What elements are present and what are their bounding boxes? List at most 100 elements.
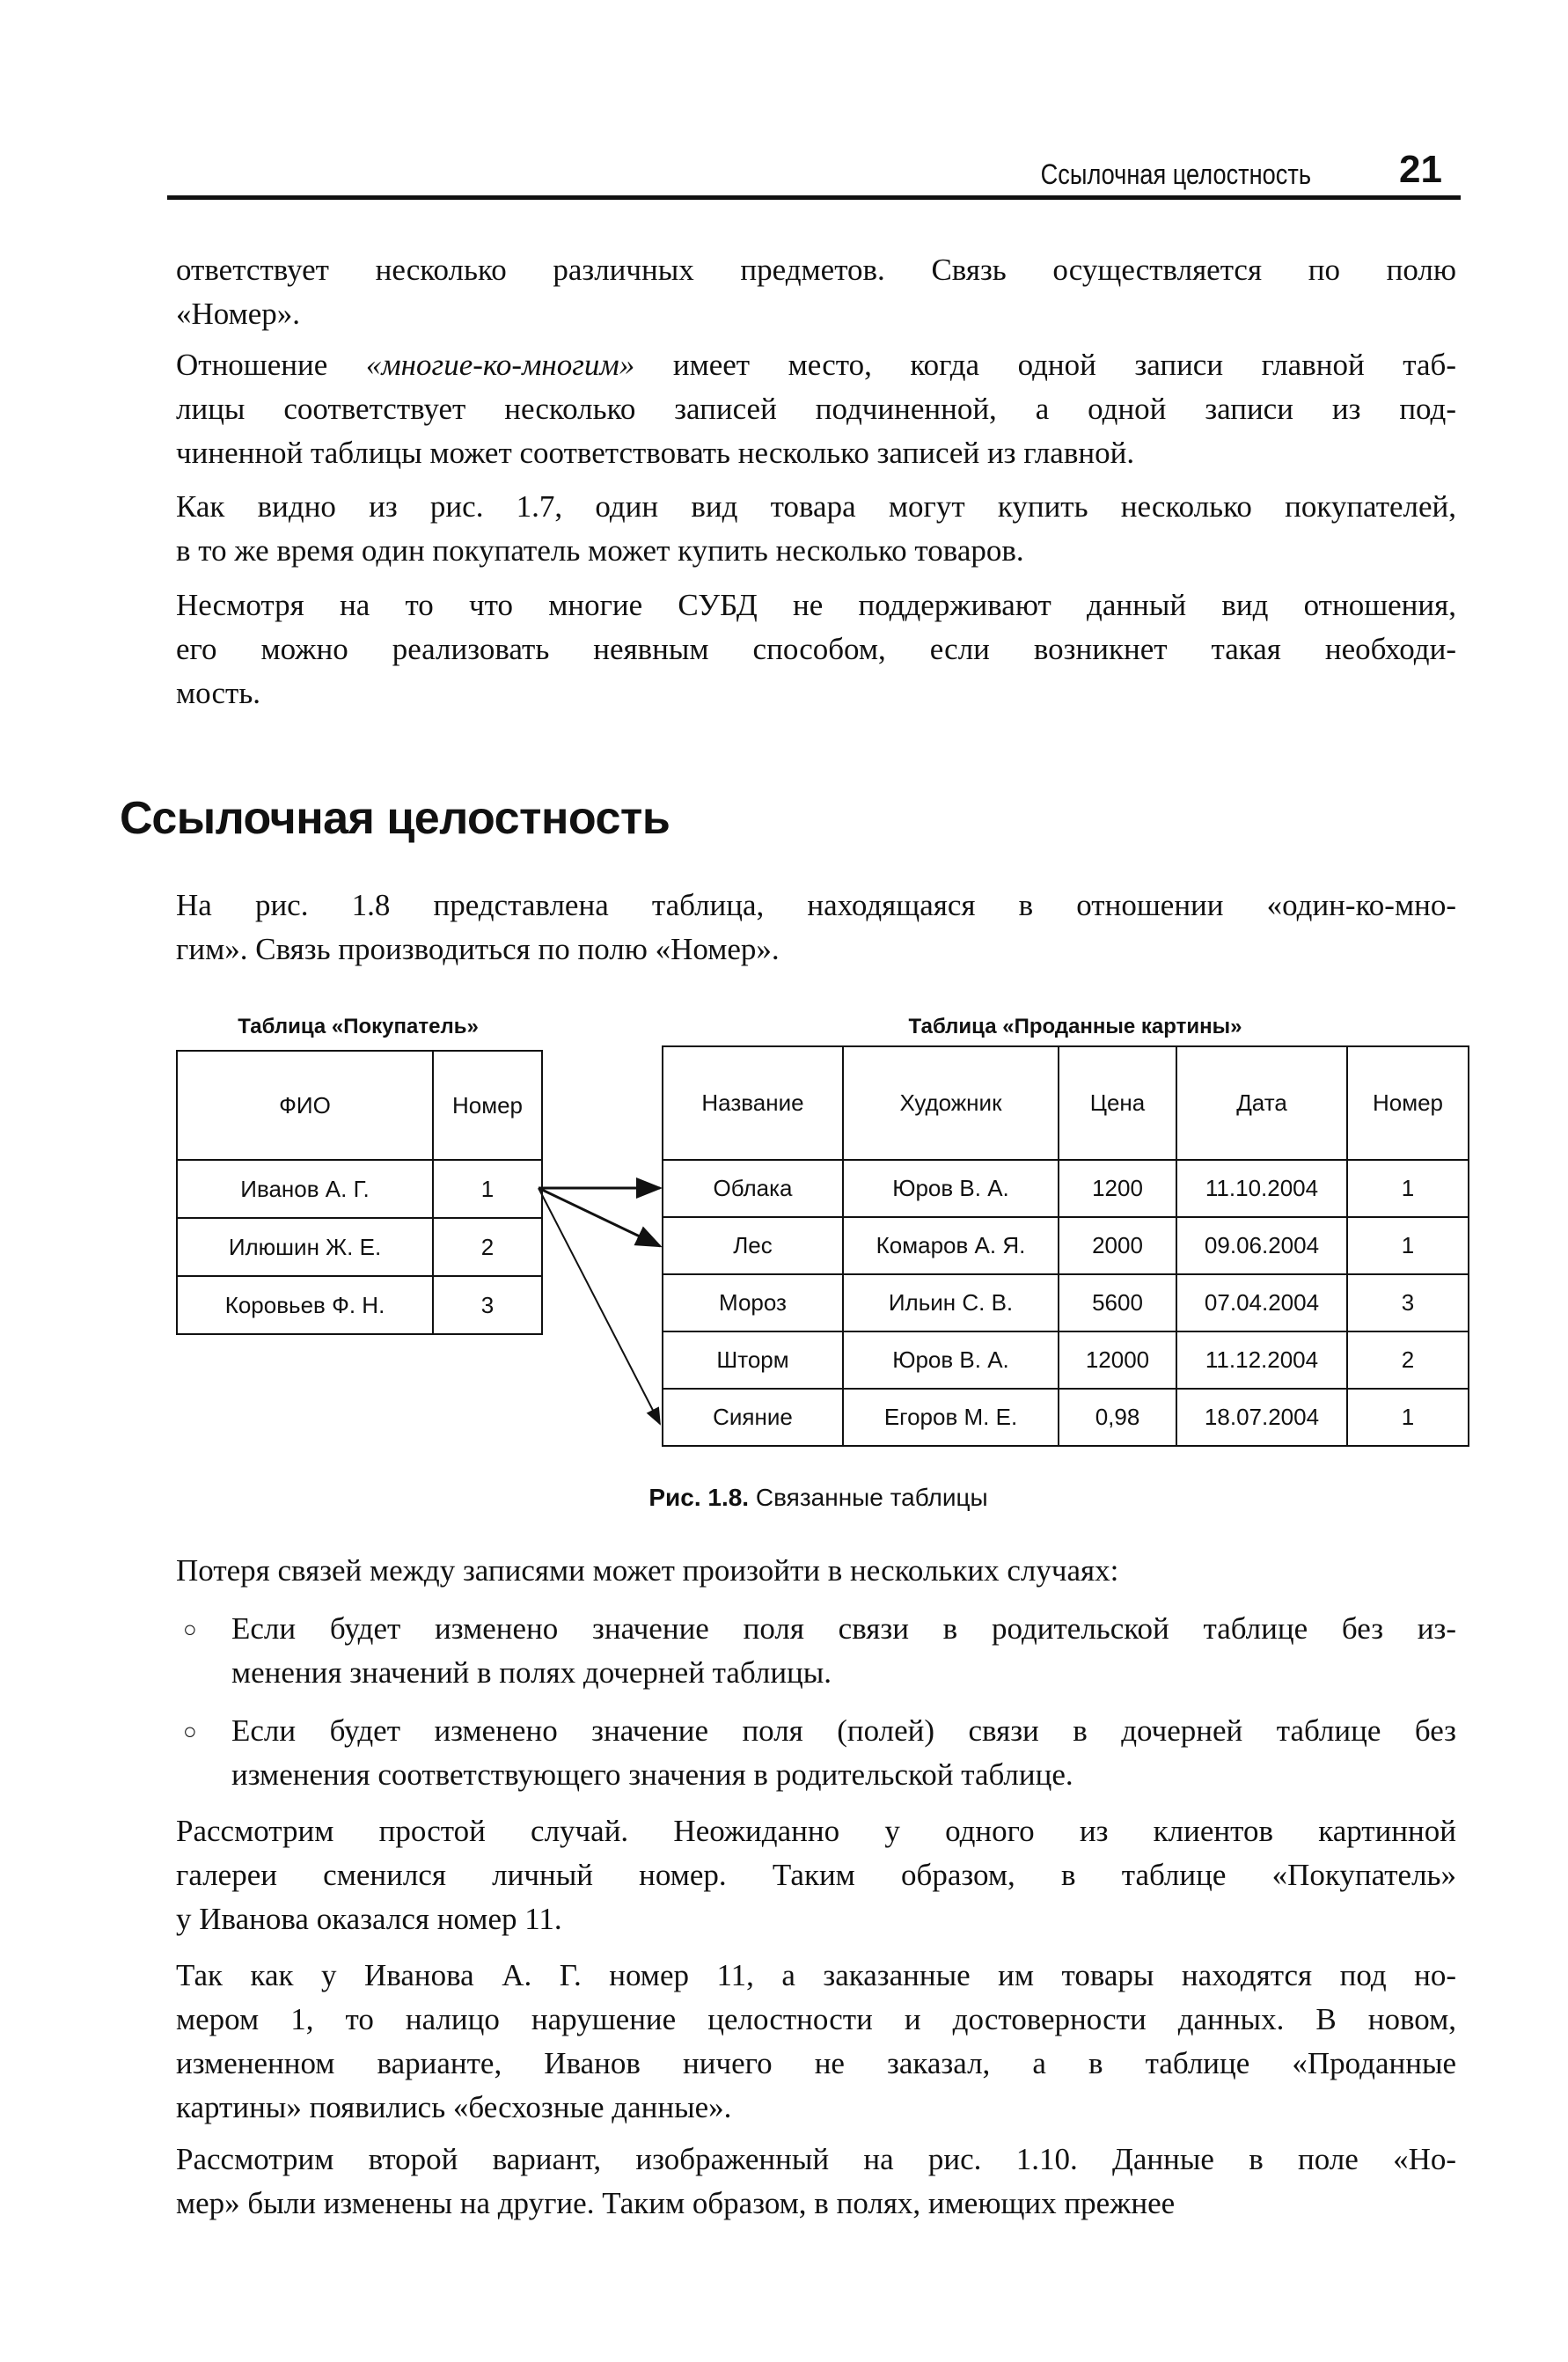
text-segment: имеет место, когда одной записи главной … [634,348,1456,382]
table-cell: Ильин С. В. [842,1273,1059,1332]
text-line: Если будет изменено значение поля связи … [231,1611,1456,1646]
column-header: Номер [432,1050,543,1161]
text-line: Отношение «многие-ко-многим» имеет место… [176,343,1456,387]
text-segment: Отношение [176,348,366,382]
paragraph: Как видно из рис. 1.7, один вид товара м… [176,485,1456,573]
column-header: Название [662,1045,844,1161]
table-cell: Иванов А. Г. [176,1159,434,1219]
table-cell: Лес [662,1216,844,1275]
text-line: лицы соответствует несколько записей под… [176,392,1456,426]
table-cell: 1 [432,1159,543,1219]
paragraph: Так как у Иванова А. Г. номер 11, а зака… [176,1954,1456,2130]
text-line: менения значений в полях дочерней таблиц… [231,1655,832,1690]
table-cell: Юров В. А. [842,1331,1059,1390]
text-line: у Иванова оказался номер 11. [176,1902,562,1936]
table-cell: Шторм [662,1331,844,1390]
text-line: На рис. 1.8 представлена таблица, находя… [176,888,1456,922]
column-header: Художник [842,1045,1059,1161]
table-row: Иванов А. Г. 1 [176,1159,543,1219]
column-header: Дата [1176,1045,1348,1161]
text-line: галереи сменился личный номер. Таким обр… [176,1858,1456,1892]
text-line: Если будет изменено значение поля (полей… [231,1713,1456,1748]
table-cell: Облака [662,1159,844,1218]
table-cell: Юров В. А. [842,1159,1059,1218]
running-header-title: Ссылочная целостность [1040,158,1311,190]
paragraph: ответствует несколько различных предмето… [176,248,1456,336]
figure-label: Рис. 1.8. [648,1484,750,1511]
text-line: ответствует несколько различных предмето… [176,253,1456,287]
arrow-to-row-2 [538,1186,663,1248]
column-header: Цена [1058,1045,1177,1161]
bullet-item: Если будет изменено значение поля связи … [231,1607,1456,1695]
table-row: Облака Юров В. А. 1200 11.10.2004 1 [662,1159,1469,1218]
page-number: 21 [1399,148,1442,191]
table-cell: Сияние [662,1388,844,1447]
paragraph: Рассмотрим второй вариант, изображенный … [176,2138,1456,2226]
table-cell: Мороз [662,1273,844,1332]
text-line: «Номер». [176,297,301,331]
text-line: картины» появились «бесхозные данные». [176,2090,732,2124]
table-cell: 5600 [1058,1273,1177,1332]
table-cell: 1200 [1058,1159,1177,1218]
paragraph: Рассмотрим простой случай. Неожиданно у … [176,1809,1456,1941]
table-cell: 2 [1346,1331,1469,1390]
table-cell: 12000 [1058,1331,1177,1390]
bullet-circle-icon: ○ [183,1616,197,1642]
text-line: гим». Связь производиться по полю «Номер… [176,932,780,966]
table-header-row: ФИО Номер [176,1050,543,1161]
table-cell: 3 [432,1275,543,1335]
text-line: его можно реализовать неявным способом, … [176,632,1456,666]
table-row: Шторм Юров В. А. 12000 11.12.2004 2 [662,1331,1469,1390]
text-line: мер» были изменены на другие. Таким обра… [176,2186,1176,2220]
figure-title: Связанные таблицы [749,1484,988,1511]
emphasis-term: «многие-ко-многим» [365,348,635,382]
column-header: ФИО [176,1050,434,1161]
table-row: Коровьев Ф. Н. 3 [176,1275,543,1335]
table-cell: 2 [432,1217,543,1277]
text-line: Потеря связей между записями может произ… [176,1553,1119,1588]
table-cell: 11.12.2004 [1176,1331,1348,1390]
right-table-caption: Таблица «Проданные картины» [908,1015,1242,1038]
paragraph: На рис. 1.8 представлена таблица, находя… [176,884,1456,972]
text-line: Так как у Иванова А. Г. номер 11, а зака… [176,1958,1456,1992]
table-row: Илюшин Ж. Е. 2 [176,1217,543,1277]
table-row: Мороз Ильин С. В. 5600 07.04.2004 3 [662,1273,1469,1332]
text-line: мером 1, то налицо нарушение целостности… [176,2002,1456,2036]
table-header-row: Название Художник Цена Дата Номер [662,1045,1469,1161]
customer-table: ФИО Номер Иванов А. Г. 1 Илюшин Ж. Е. 2 Коровь… [176,1050,543,1335]
paragraph: Несмотря на то что многие СУБД не поддер… [176,583,1456,715]
header-rule [167,195,1461,200]
text-line: измененном варианте, Иванов ничего не за… [176,2046,1456,2080]
text-line: Несмотря на то что многие СУБД не поддер… [176,588,1456,622]
text-line: Рассмотрим второй вариант, изображенный … [176,2142,1456,2176]
sold-paintings-table: Название Художник Цена Дата Номер Облака Юров … [662,1045,1469,1447]
table-row: Лес Комаров А. Я. 2000 09.06.2004 1 [662,1216,1469,1275]
section-heading: Ссылочная целостность [120,793,670,844]
table-cell: 1 [1346,1216,1469,1275]
table-cell: 07.04.2004 [1176,1273,1348,1332]
text-line: изменения соответствующего значения в ро… [231,1757,1073,1792]
paragraph: Отношение «многие-ко-многим» имеет место… [176,343,1456,475]
table-cell: 09.06.2004 [1176,1216,1348,1275]
table-cell: 3 [1346,1273,1469,1332]
table-cell: 0,98 [1058,1388,1177,1447]
table-cell: 1 [1346,1388,1469,1447]
table-cell: 2000 [1058,1216,1177,1275]
arrow-to-row-5 [538,1187,661,1426]
text-line: чиненной таблицы может соответствовать н… [176,436,1135,470]
table-cell: Комаров А. Я. [842,1216,1059,1275]
text-line: Как видно из рис. 1.7, один вид товара м… [176,489,1456,524]
text-line: в то же время один покупатель может купи… [176,533,1024,568]
table-cell: 18.07.2004 [1176,1388,1348,1447]
table-cell: 1 [1346,1159,1469,1218]
table-row: Сияние Егоров М. Е. 0,98 18.07.2004 1 [662,1388,1469,1447]
bullet-item: Если будет изменено значение поля (полей… [231,1709,1456,1797]
table-cell: Егоров М. Е. [842,1388,1059,1447]
bullet-circle-icon: ○ [183,1718,197,1744]
table-cell: Коровьев Ф. Н. [176,1275,434,1335]
table-cell: Илюшин Ж. Е. [176,1217,434,1277]
left-table-caption: Таблица «Покупатель» [238,1015,479,1038]
paragraph: Потеря связей между записями может произ… [176,1549,1456,1593]
figure-caption: Рис. 1.8. Связанные таблицы [648,1484,987,1512]
table-cell: 11.10.2004 [1176,1159,1348,1218]
